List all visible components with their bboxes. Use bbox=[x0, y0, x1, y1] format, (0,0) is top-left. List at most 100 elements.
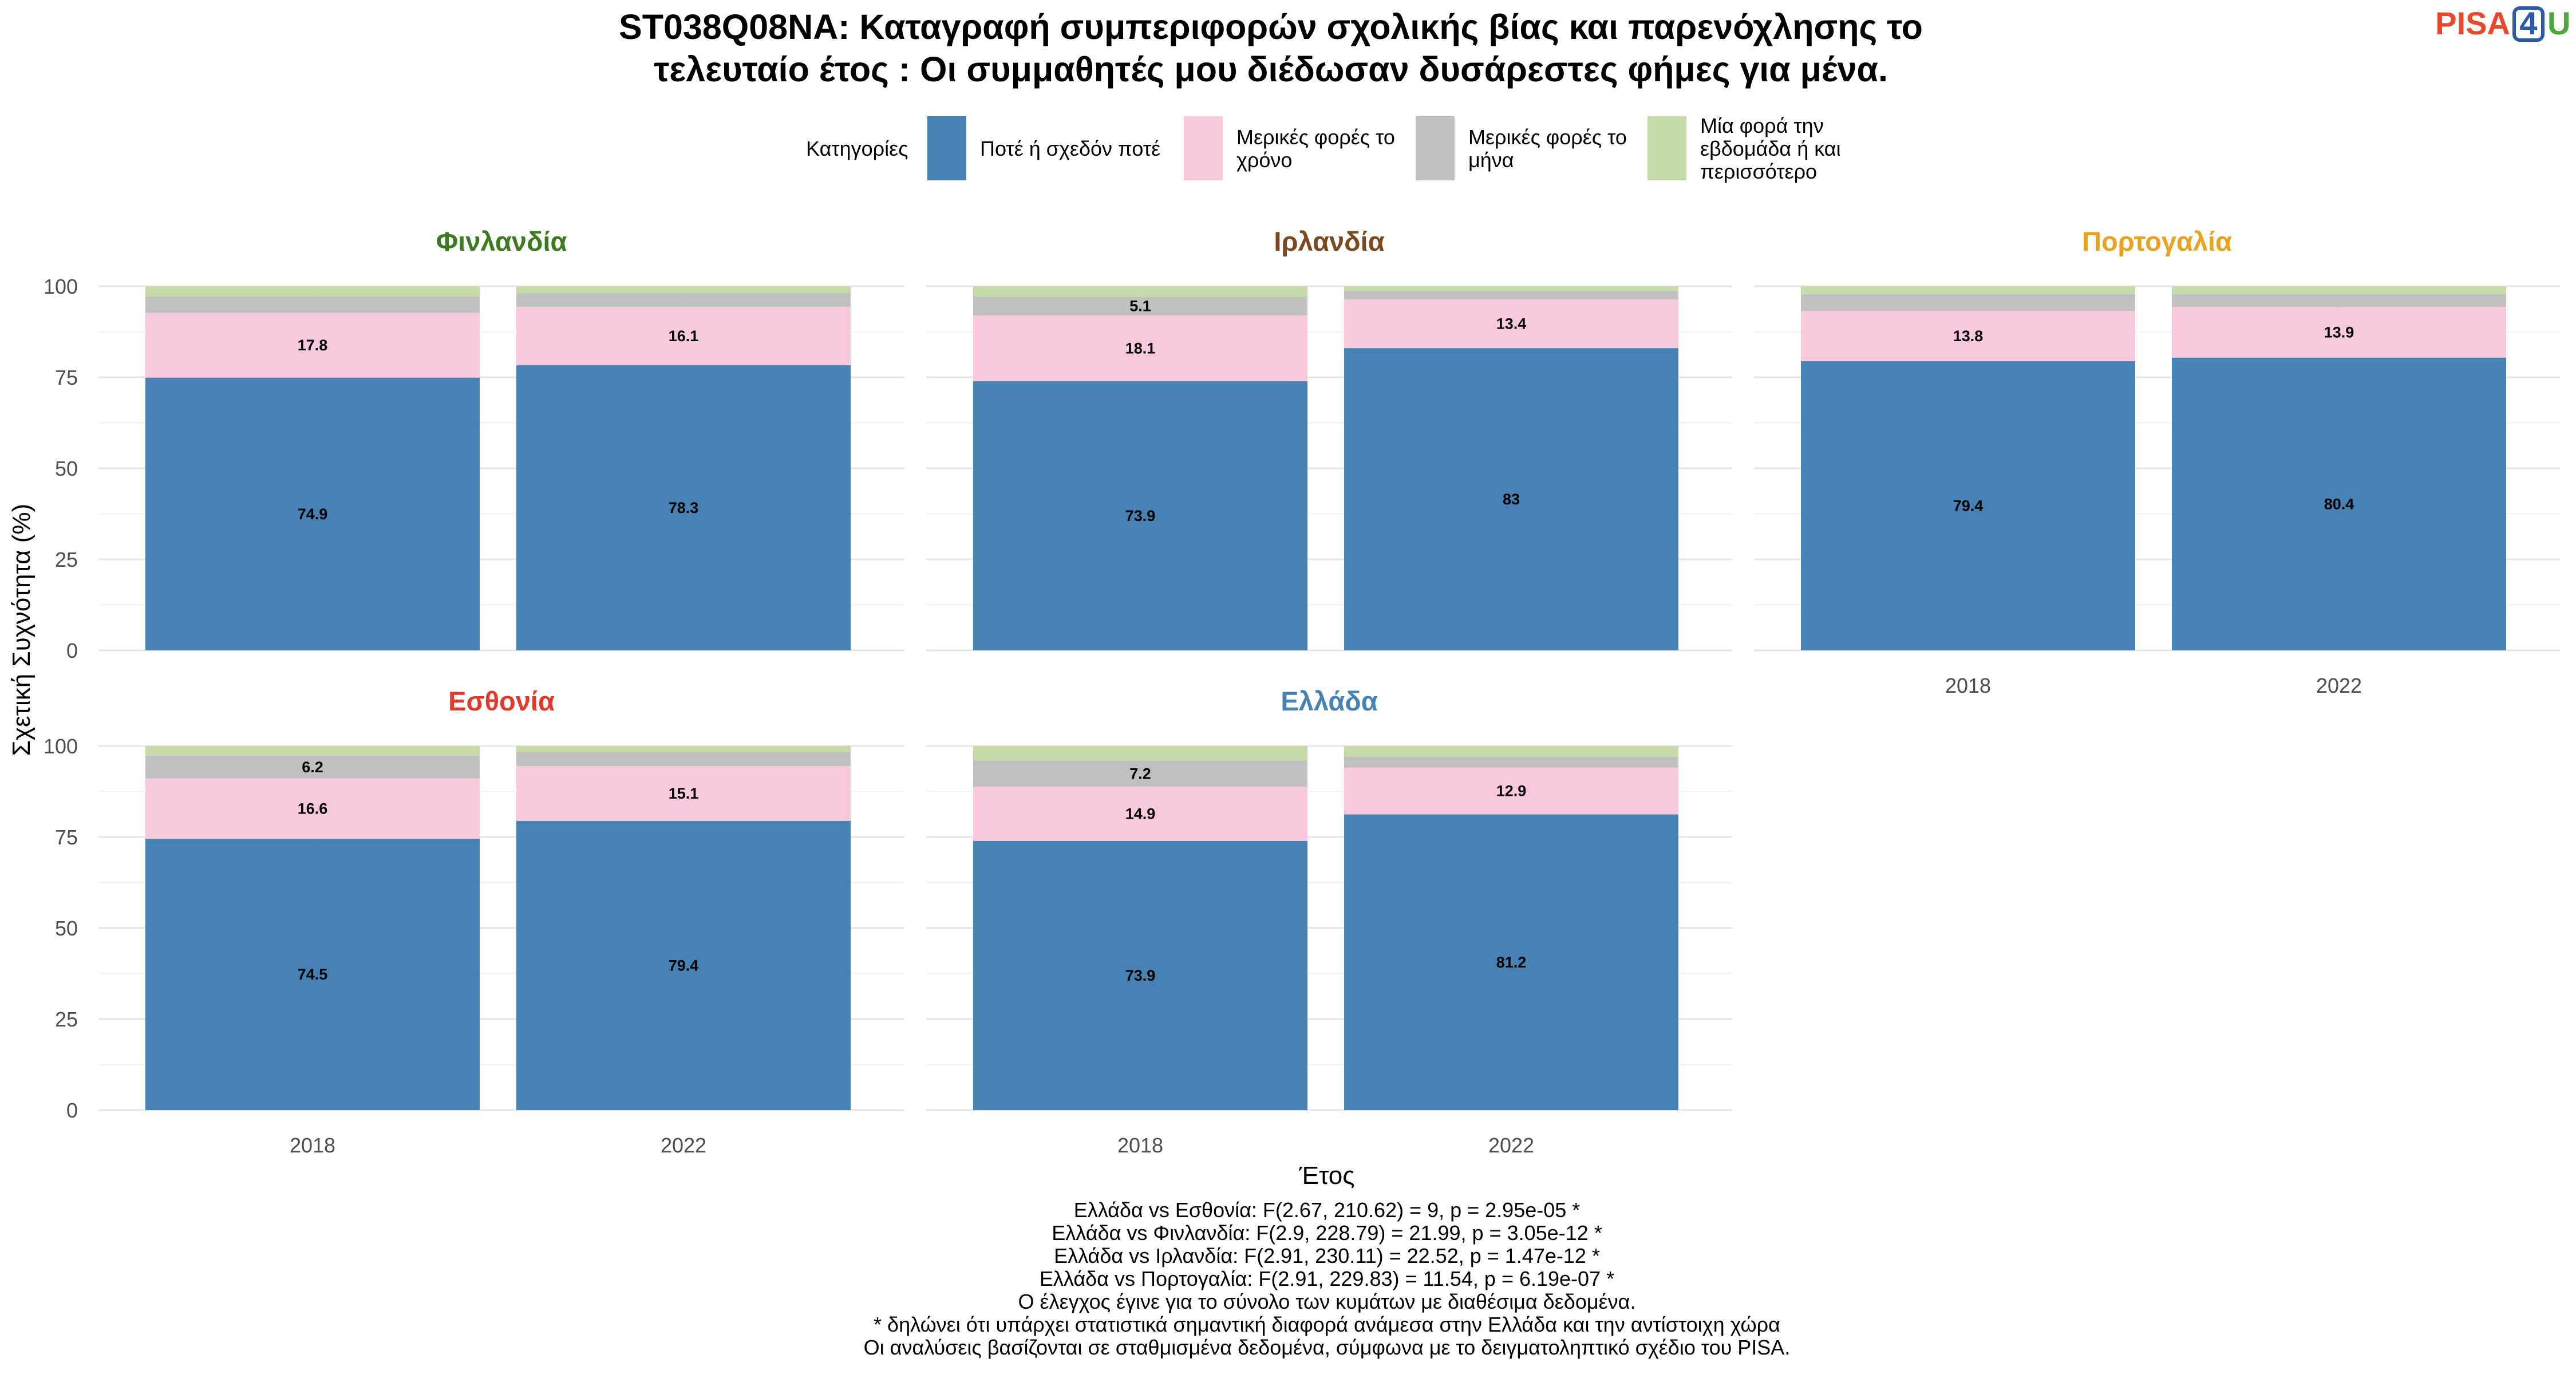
data-label: 78.3 bbox=[669, 499, 699, 516]
y-axis-title: Σχετική Συχνότητα (%) bbox=[7, 504, 35, 756]
caption-line: Ελλάδα vs Πορτογαλία: F(2.91, 229.83) = … bbox=[1040, 1267, 1614, 1290]
bar-segment bbox=[2172, 307, 2506, 358]
x-tick-label: 2022 bbox=[2316, 674, 2362, 697]
data-label: 13.8 bbox=[1953, 327, 1984, 345]
data-label: 16.6 bbox=[298, 800, 328, 817]
bar-segment bbox=[2172, 294, 2506, 307]
facet-title: Εσθονία bbox=[448, 686, 555, 716]
logo-digit: 4 bbox=[2519, 5, 2537, 41]
bar-segment bbox=[145, 778, 480, 839]
y-tick-label: 75 bbox=[55, 826, 78, 849]
data-label: 79.4 bbox=[669, 957, 699, 974]
legend-key bbox=[1416, 116, 1455, 180]
chart-title: ST038Q08NA: Καταγραφή συμπεριφορών σχολι… bbox=[619, 7, 1923, 89]
data-label: 73.9 bbox=[1125, 507, 1156, 524]
legend-label: χρόνο bbox=[1236, 148, 1292, 172]
title-line-1: ST038Q08NA: Καταγραφή συμπεριφορών σχολι… bbox=[619, 7, 1923, 46]
legend-key bbox=[927, 116, 966, 180]
data-label: 16.1 bbox=[669, 327, 699, 345]
bar-segment bbox=[1801, 311, 2135, 362]
x-tick-label: 2022 bbox=[1488, 1134, 1534, 1157]
bar-segment bbox=[1801, 294, 2135, 311]
y-tick-label: 0 bbox=[66, 1099, 78, 1122]
caption-line: * δηλώνει ότι υπάρχει στατιστικά σημαντι… bbox=[874, 1313, 1780, 1336]
bar-segment bbox=[1344, 299, 1678, 349]
data-label: 13.4 bbox=[1496, 315, 1527, 333]
y-tick-label: 100 bbox=[44, 735, 78, 758]
bar-segment bbox=[1801, 361, 2135, 650]
x-tick-label: 2018 bbox=[1117, 1134, 1163, 1157]
facet-panel: Ελλάδα 73.9 14.9 7.2 2018 81.2 12.9 2022 bbox=[926, 686, 1732, 1157]
caption-line: Ο έλεγχος έγινε για το σύνολο των κυμάτω… bbox=[1018, 1290, 1636, 1313]
facet-title: Ιρλανδία bbox=[1274, 226, 1384, 256]
bar-segment bbox=[1344, 286, 1678, 291]
data-label: 73.9 bbox=[1125, 967, 1156, 984]
y-tick-label: 25 bbox=[55, 1008, 78, 1031]
bar-segment bbox=[516, 746, 851, 752]
legend-label: μήνα bbox=[1468, 148, 1514, 172]
caption-line: Ελλάδα vs Φινλανδία: F(2.9, 228.79) = 21… bbox=[1052, 1221, 1602, 1245]
bar-segment bbox=[973, 381, 1307, 650]
bar-segment bbox=[1344, 814, 1678, 1110]
data-label: 6.2 bbox=[302, 759, 323, 776]
bar-segment bbox=[516, 752, 851, 766]
data-label: 7.2 bbox=[1129, 765, 1151, 782]
legend-key bbox=[1647, 116, 1686, 180]
y-tick-label: 75 bbox=[55, 366, 78, 389]
bar-segment bbox=[973, 787, 1307, 841]
bar-segment bbox=[2172, 286, 2506, 294]
logo-text: PISA bbox=[2435, 5, 2510, 41]
legend-label: Μία φορά την bbox=[1700, 114, 1824, 137]
data-label: 80.4 bbox=[2324, 495, 2354, 512]
legend-label: εβδομάδα ή και bbox=[1700, 137, 1841, 160]
title-line-2: τελευταίο έτος : Οι συμμαθητές μου διέδω… bbox=[654, 50, 1888, 89]
facet-panel: Πορτογαλία 79.4 13.8 2018 80.4 13.9 2022 bbox=[1754, 226, 2560, 697]
bar-segment bbox=[145, 756, 480, 779]
data-label: 74.5 bbox=[298, 966, 328, 983]
bar-segment bbox=[1344, 291, 1678, 299]
bar-segment bbox=[145, 286, 480, 297]
facet-title: Ελλάδα bbox=[1281, 686, 1377, 716]
x-tick-label: 2022 bbox=[661, 1134, 706, 1157]
bar-segment bbox=[973, 297, 1307, 315]
data-label: 74.9 bbox=[298, 506, 328, 523]
caption: Ελλάδα vs Εσθονία: F(2.67, 210.62) = 9, … bbox=[864, 1198, 1791, 1359]
bar-segment bbox=[145, 839, 480, 1110]
x-tick-label: 2018 bbox=[290, 1134, 335, 1157]
legend: Κατηγορίες Ποτέ ή σχεδόν ποτέ Μερικές φορ… bbox=[806, 114, 1841, 183]
bar-segment bbox=[973, 286, 1307, 297]
bar-segment bbox=[516, 765, 851, 822]
data-label: 12.9 bbox=[1496, 783, 1527, 800]
legend-label: Μερικές φορές το bbox=[1236, 125, 1395, 149]
bar-segment bbox=[516, 821, 851, 1110]
data-label: 17.8 bbox=[298, 337, 328, 354]
data-label: 83 bbox=[1503, 491, 1520, 508]
legend-label: περισσότερο bbox=[1700, 160, 1817, 183]
facet-panel: Φινλανδία 0 25 50 75 100 74.9 17.8 78.3 16.1 bbox=[44, 226, 904, 662]
bar-segment bbox=[145, 377, 480, 650]
legend-label: Ποτέ ή σχεδόν ποτέ bbox=[980, 137, 1160, 160]
data-label: 81.2 bbox=[1496, 954, 1527, 971]
y-tick-label: 50 bbox=[55, 917, 78, 940]
facet-panel: Εσθονία 0 25 50 75 100 74.5 16.6 6.2 2018 79.4 15.1… bbox=[44, 686, 904, 1157]
data-label: 79.4 bbox=[1953, 498, 1984, 515]
bar-segment bbox=[973, 315, 1307, 381]
legend-key bbox=[1184, 116, 1223, 180]
legend-label: Μερικές φορές το bbox=[1468, 125, 1627, 149]
bar-segment bbox=[973, 760, 1307, 787]
bar-segment bbox=[1344, 348, 1678, 650]
logo-letter: U bbox=[2547, 5, 2570, 41]
data-label: 15.1 bbox=[669, 785, 699, 802]
x-tick-label: 2018 bbox=[1945, 674, 1991, 697]
legend-item: Ποτέ ή σχεδόν ποτέ bbox=[927, 116, 1160, 180]
data-label: 14.9 bbox=[1125, 806, 1156, 823]
y-tick-label: 100 bbox=[44, 275, 78, 298]
caption-line: Ελλάδα vs Ιρλανδία: F(2.91, 230.11) = 22… bbox=[1054, 1244, 1600, 1268]
bar-segment bbox=[145, 313, 480, 378]
x-axis-title: Έτος bbox=[1299, 1162, 1355, 1190]
bar-segment bbox=[973, 840, 1307, 1110]
